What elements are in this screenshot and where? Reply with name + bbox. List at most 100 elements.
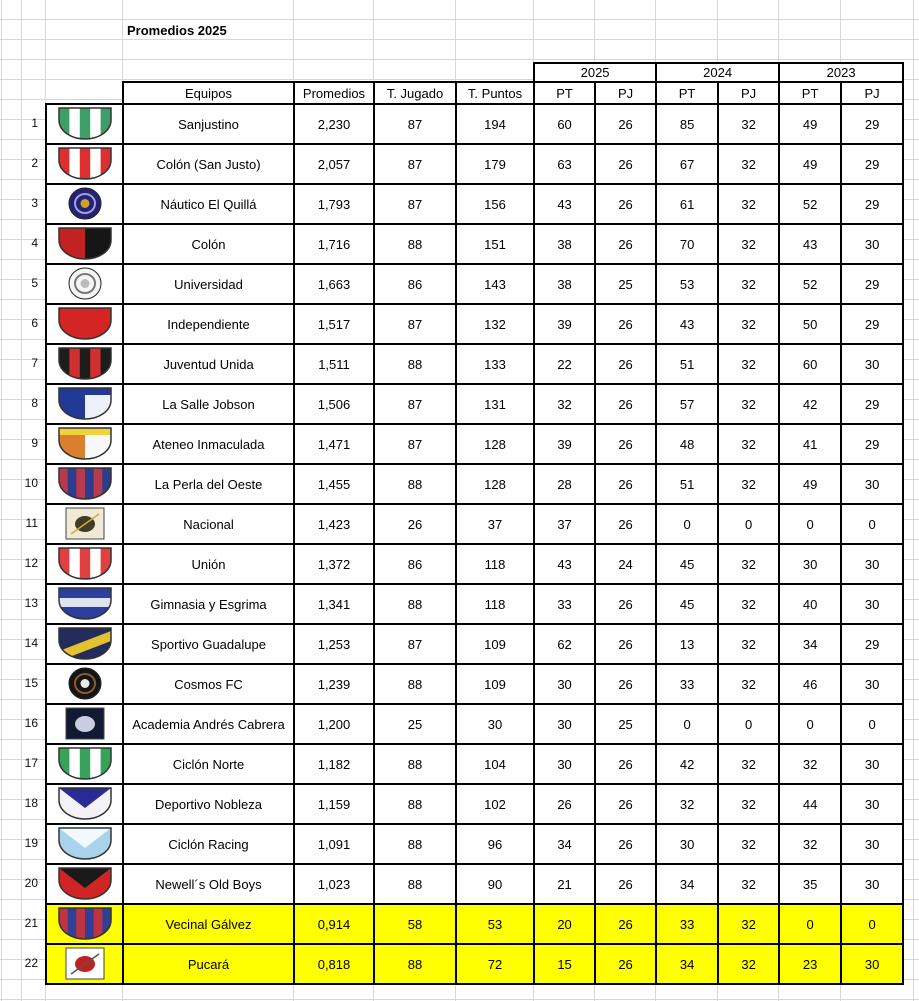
badge-cell-colon[interactable] (45, 223, 124, 265)
pj-2023-colon-san-justo[interactable]: 29 (840, 143, 905, 185)
team-name-gimnasia-y-esgrima[interactable]: Gimnasia y Esgrima (122, 583, 295, 625)
team-name-juventud-unida[interactable]: Juventud Unida (122, 343, 295, 385)
team-name-nacional[interactable]: Nacional (122, 503, 295, 545)
pt-2023-ciclon-norte[interactable]: 32 (778, 743, 843, 785)
pt-2025-nautico-el-quilla[interactable]: 43 (533, 183, 597, 225)
promedio-union[interactable]: 1,372 (293, 543, 375, 585)
badge-cell-ciclon-racing[interactable] (45, 823, 124, 865)
pj-2025-pucara[interactable]: 26 (594, 943, 658, 985)
team-name-cosmos-fc[interactable]: Cosmos FC (122, 663, 295, 705)
pt-2025-cosmos-fc[interactable]: 30 (533, 663, 597, 705)
row-number-10[interactable]: 10 (24, 476, 38, 490)
t-puntos-vecinal-galvez[interactable]: 53 (454, 903, 536, 945)
promedio-gimnasia-y-esgrima[interactable]: 1,341 (293, 583, 375, 625)
row-number-15[interactable]: 15 (24, 676, 38, 690)
year-header-2023[interactable]: 2023 (778, 62, 905, 83)
t-jugado-cosmos-fc[interactable]: 88 (373, 663, 457, 705)
pt-2025-la-salle-jobson[interactable]: 32 (533, 383, 597, 425)
pt-2024-union[interactable]: 45 (655, 543, 720, 585)
badge-cell-nautico-el-quilla[interactable] (45, 183, 124, 225)
col-header-pt-2025[interactable]: PT (533, 81, 597, 105)
t-jugado-sportivo-guadalupe[interactable]: 87 (373, 623, 457, 665)
pt-2023-nautico-el-quilla[interactable]: 52 (778, 183, 843, 225)
row-number-20[interactable]: 20 (24, 876, 38, 890)
pt-2025-deportivo-nobleza[interactable]: 26 (533, 783, 597, 825)
row-number-2[interactable]: 2 (31, 156, 38, 170)
pj-2025-colon[interactable]: 26 (594, 223, 658, 265)
row-number-1[interactable]: 1 (31, 116, 38, 130)
t-jugado-la-salle-jobson[interactable]: 87 (373, 383, 457, 425)
pt-2025-juventud-unida[interactable]: 22 (533, 343, 597, 385)
t-jugado-sanjustino[interactable]: 87 (373, 103, 457, 145)
t-jugado-nacional[interactable]: 26 (373, 503, 457, 545)
t-puntos-academia-andres-cabrera[interactable]: 30 (454, 703, 536, 745)
pt-2023-juventud-unida[interactable]: 60 (778, 343, 843, 385)
pt-2025-independiente[interactable]: 39 (533, 303, 597, 345)
col-header-pt-2024[interactable]: PT (655, 81, 720, 105)
pt-2023-nacional[interactable]: 0 (778, 503, 843, 545)
pt-2024-independiente[interactable]: 43 (655, 303, 720, 345)
pt-2024-ateneo-inmaculada[interactable]: 48 (655, 423, 720, 465)
pj-2025-colon-san-justo[interactable]: 26 (594, 143, 658, 185)
col-header-pt-2023[interactable]: PT (778, 81, 843, 105)
pt-2023-newells-old-boys[interactable]: 35 (778, 863, 843, 905)
t-puntos-colon[interactable]: 151 (454, 223, 536, 265)
pj-2024-newells-old-boys[interactable]: 32 (717, 863, 781, 905)
pt-2025-gimnasia-y-esgrima[interactable]: 33 (533, 583, 597, 625)
pj-2023-nautico-el-quilla[interactable]: 29 (840, 183, 905, 225)
t-jugado-ateneo-inmaculada[interactable]: 87 (373, 423, 457, 465)
pj-2025-deportivo-nobleza[interactable]: 26 (594, 783, 658, 825)
row-number-7[interactable]: 7 (31, 356, 38, 370)
promedio-colon-san-justo[interactable]: 2,057 (293, 143, 375, 185)
pj-2023-nacional[interactable]: 0 (840, 503, 905, 545)
t-puntos-pucara[interactable]: 72 (454, 943, 536, 985)
col-header-pj-2023[interactable]: PJ (840, 81, 905, 105)
badge-cell-la-salle-jobson[interactable] (45, 383, 124, 425)
pj-2025-union[interactable]: 24 (594, 543, 658, 585)
promedio-newells-old-boys[interactable]: 1,023 (293, 863, 375, 905)
t-jugado-ciclon-norte[interactable]: 88 (373, 743, 457, 785)
badge-cell-newells-old-boys[interactable] (45, 863, 124, 905)
pt-2023-pucara[interactable]: 23 (778, 943, 843, 985)
pj-2025-gimnasia-y-esgrima[interactable]: 26 (594, 583, 658, 625)
pj-2023-deportivo-nobleza[interactable]: 30 (840, 783, 905, 825)
pt-2024-colon-san-justo[interactable]: 67 (655, 143, 720, 185)
col-header-pj-2025[interactable]: PJ (594, 81, 658, 105)
pj-2025-sportivo-guadalupe[interactable]: 26 (594, 623, 658, 665)
pj-2024-independiente[interactable]: 32 (717, 303, 781, 345)
pj-2024-cosmos-fc[interactable]: 32 (717, 663, 781, 705)
pt-2024-nacional[interactable]: 0 (655, 503, 720, 545)
promedio-ciclon-norte[interactable]: 1,182 (293, 743, 375, 785)
pt-2023-cosmos-fc[interactable]: 46 (778, 663, 843, 705)
pj-2024-nacional[interactable]: 0 (717, 503, 781, 545)
badge-cell-la-perla-del-oeste[interactable] (45, 463, 124, 505)
pj-2024-nautico-el-quilla[interactable]: 32 (717, 183, 781, 225)
row-number-19[interactable]: 19 (24, 836, 38, 850)
pt-2025-pucara[interactable]: 15 (533, 943, 597, 985)
t-jugado-nautico-el-quilla[interactable]: 87 (373, 183, 457, 225)
pj-2023-ciclon-norte[interactable]: 30 (840, 743, 905, 785)
t-puntos-sanjustino[interactable]: 194 (454, 103, 536, 145)
t-puntos-universidad[interactable]: 143 (454, 263, 536, 305)
pt-2024-la-salle-jobson[interactable]: 57 (655, 383, 720, 425)
t-puntos-nacional[interactable]: 37 (454, 503, 536, 545)
team-name-ciclon-norte[interactable]: Ciclón Norte (122, 743, 295, 785)
pj-2023-vecinal-galvez[interactable]: 0 (840, 903, 905, 945)
pj-2024-vecinal-galvez[interactable]: 32 (717, 903, 781, 945)
t-jugado-colon[interactable]: 88 (373, 223, 457, 265)
pt-2023-ateneo-inmaculada[interactable]: 41 (778, 423, 843, 465)
promedio-pucara[interactable]: 0,818 (293, 943, 375, 985)
pj-2024-la-salle-jobson[interactable]: 32 (717, 383, 781, 425)
promedio-academia-andres-cabrera[interactable]: 1,200 (293, 703, 375, 745)
badge-cell-cosmos-fc[interactable] (45, 663, 124, 705)
badge-cell-colon-san-justo[interactable] (45, 143, 124, 185)
pj-2024-colon[interactable]: 32 (717, 223, 781, 265)
pt-2024-la-perla-del-oeste[interactable]: 51 (655, 463, 720, 505)
pt-2023-la-perla-del-oeste[interactable]: 49 (778, 463, 843, 505)
team-name-la-perla-del-oeste[interactable]: La Perla del Oeste (122, 463, 295, 505)
team-name-sportivo-guadalupe[interactable]: Sportivo Guadalupe (122, 623, 295, 665)
pj-2024-sanjustino[interactable]: 32 (717, 103, 781, 145)
row-number-16[interactable]: 16 (24, 716, 38, 730)
pt-2025-universidad[interactable]: 38 (533, 263, 597, 305)
promedio-ciclon-racing[interactable]: 1,091 (293, 823, 375, 865)
